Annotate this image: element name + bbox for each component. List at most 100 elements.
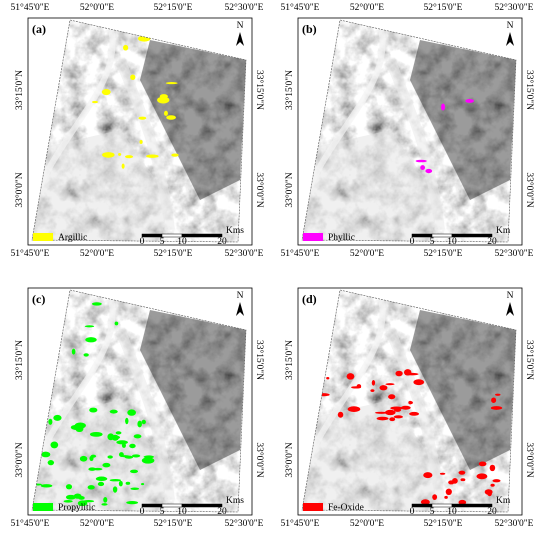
north-arrow — [506, 302, 514, 316]
image-texture — [302, 20, 516, 242]
scale-tick-label: 5 — [160, 507, 165, 517]
scale-segment — [181, 233, 223, 238]
mineral-patch — [465, 99, 474, 103]
mineral-patch — [141, 419, 146, 425]
mineral-patch — [413, 379, 425, 386]
longitude-label: 52°15'0"E — [424, 518, 463, 529]
legend-swatch — [303, 233, 323, 241]
mineral-patch — [389, 417, 396, 422]
scale-unit: Kms — [226, 496, 244, 506]
mineral-patch — [390, 406, 403, 410]
longitude-label: 52°0'0"E — [80, 248, 114, 259]
mineral-patch — [50, 441, 59, 449]
longitude-label: 51°45'0"E — [11, 248, 50, 259]
mineral-patch — [441, 103, 446, 111]
mineral-patch — [97, 481, 105, 487]
legend-label: Fe-Oxide — [328, 503, 364, 513]
mineral-patch — [130, 469, 139, 474]
mineral-patch — [138, 116, 147, 120]
mountain-band — [140, 40, 246, 200]
mineral-patch — [103, 497, 108, 503]
plain-area — [302, 130, 440, 242]
mineral-patch — [79, 455, 88, 462]
scale-tick-label: 0 — [410, 507, 415, 517]
valley — [385, 328, 445, 501]
mineral-patch — [423, 472, 433, 479]
legend-swatch — [303, 503, 323, 511]
mineral-patch — [126, 501, 139, 505]
mineral-patch — [84, 325, 95, 328]
latitude-label: 33°15'0"N — [524, 70, 535, 110]
north-label: N — [507, 291, 514, 301]
plain-area — [32, 400, 170, 512]
mineral-patch — [171, 153, 179, 157]
mineral-patch — [125, 417, 129, 425]
scale-tick-label: 20 — [217, 237, 227, 247]
mineral-patch — [491, 397, 497, 403]
mountain-band — [410, 40, 516, 200]
legend-swatch — [33, 233, 53, 241]
mineral-patch — [87, 485, 95, 490]
panel-label: (c) — [32, 292, 45, 306]
mineral-patch — [101, 88, 111, 96]
mineral-patch — [432, 494, 438, 501]
mineral-patch — [420, 165, 426, 171]
mineral-patch — [95, 476, 108, 482]
mineral-patch — [92, 467, 103, 471]
scale-tick-label: 10 — [447, 507, 457, 517]
mineral-patch — [495, 393, 501, 396]
panel-label: (d) — [302, 292, 317, 306]
latitude-label: 33°15'0"N — [14, 340, 25, 380]
longitude-label: 51°45'0"E — [281, 248, 320, 259]
mineral-patch — [133, 434, 142, 439]
mineral-patch — [48, 418, 53, 425]
image-texture — [32, 290, 246, 512]
latitude-label: 33°0'0"N — [14, 442, 25, 477]
mineral-patch — [85, 337, 97, 343]
mineral-patch — [478, 461, 487, 467]
mineral-patch — [118, 452, 124, 458]
latitude-label: 33°0'0"N — [284, 172, 295, 207]
longitude-label: 52°30'0"E — [225, 248, 264, 259]
mineral-patch — [448, 480, 455, 485]
north-label: N — [237, 291, 244, 301]
longitude-label: 52°0'0"E — [350, 2, 384, 13]
scale-tick-label: 20 — [487, 237, 497, 247]
mineral-patch — [71, 348, 76, 355]
mineral-patch — [409, 411, 420, 416]
mineral-patch — [458, 470, 466, 475]
mineral-patch — [376, 416, 389, 421]
latitude-label: 33°0'0"N — [254, 172, 265, 207]
mineral-patch — [130, 487, 140, 491]
satellite-image — [302, 20, 516, 242]
longitude-label: 52°30'0"E — [495, 2, 534, 13]
latitude-label: 33°15'0"N — [524, 340, 535, 380]
mineral-patch — [63, 500, 73, 503]
mineral-patch — [141, 483, 145, 486]
mineral-patch — [415, 159, 427, 163]
mountain-band — [140, 310, 246, 470]
mineral-patch — [118, 480, 123, 487]
mineral-patch — [489, 464, 496, 472]
mineral-patch — [89, 407, 98, 413]
latitude-label: 33°0'0"N — [284, 442, 295, 477]
mountain-band — [410, 310, 516, 470]
valley — [385, 58, 445, 231]
mineral-patch — [88, 467, 96, 471]
scale-tick-label: 10 — [447, 237, 457, 247]
mineral-patch — [458, 499, 467, 505]
mineral-patch — [118, 152, 122, 156]
mineral-patch — [91, 302, 102, 306]
panel-label: (a) — [32, 22, 46, 36]
latitude-label: 33°0'0"N — [524, 442, 535, 477]
mineral-patch — [77, 500, 88, 507]
latitude-label: 33°0'0"N — [14, 172, 25, 207]
mineral-patch — [90, 454, 97, 458]
mineral-patch — [102, 152, 115, 158]
mineral-patch — [408, 401, 413, 405]
latitude-label: 33°0'0"N — [524, 172, 535, 207]
scale-tick-label: 20 — [217, 507, 227, 517]
north-label: N — [507, 21, 514, 31]
